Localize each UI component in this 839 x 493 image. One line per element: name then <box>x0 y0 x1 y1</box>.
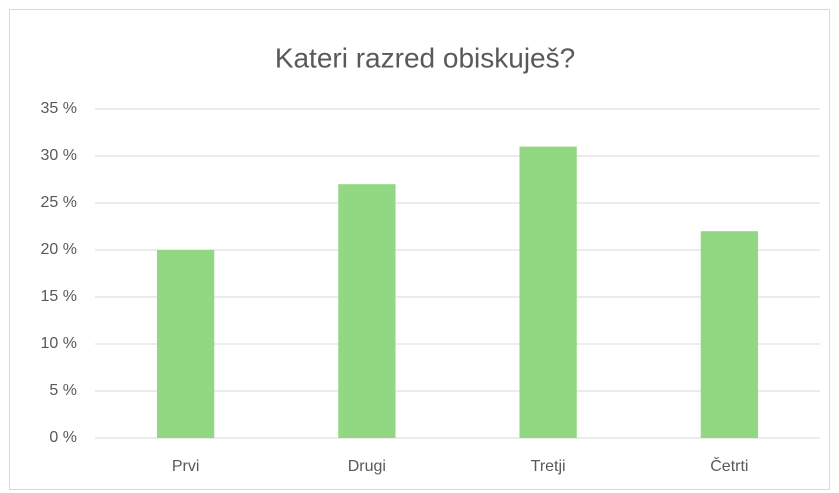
y-tick-label: 10 % <box>41 335 77 352</box>
y-tick-label: 20 % <box>41 241 77 258</box>
y-tick-label: 35 % <box>41 100 77 117</box>
bar <box>519 146 577 438</box>
bar <box>156 250 215 438</box>
x-tick-label: Prvi <box>172 458 200 475</box>
bar <box>700 231 759 438</box>
bar <box>338 184 396 438</box>
chart-title: Kateri razred obiskuješ? <box>275 42 575 73</box>
y-tick-label: 5 % <box>49 382 77 399</box>
x-tick-label: Četrti <box>710 456 748 475</box>
x-tick-label: Tretji <box>531 458 566 475</box>
y-tick-label: 15 % <box>41 288 77 305</box>
x-tick-label: Drugi <box>348 458 386 475</box>
y-tick-label: 30 % <box>41 147 77 164</box>
y-tick-label: 25 % <box>41 194 77 211</box>
y-tick-label: 0 % <box>49 429 77 446</box>
